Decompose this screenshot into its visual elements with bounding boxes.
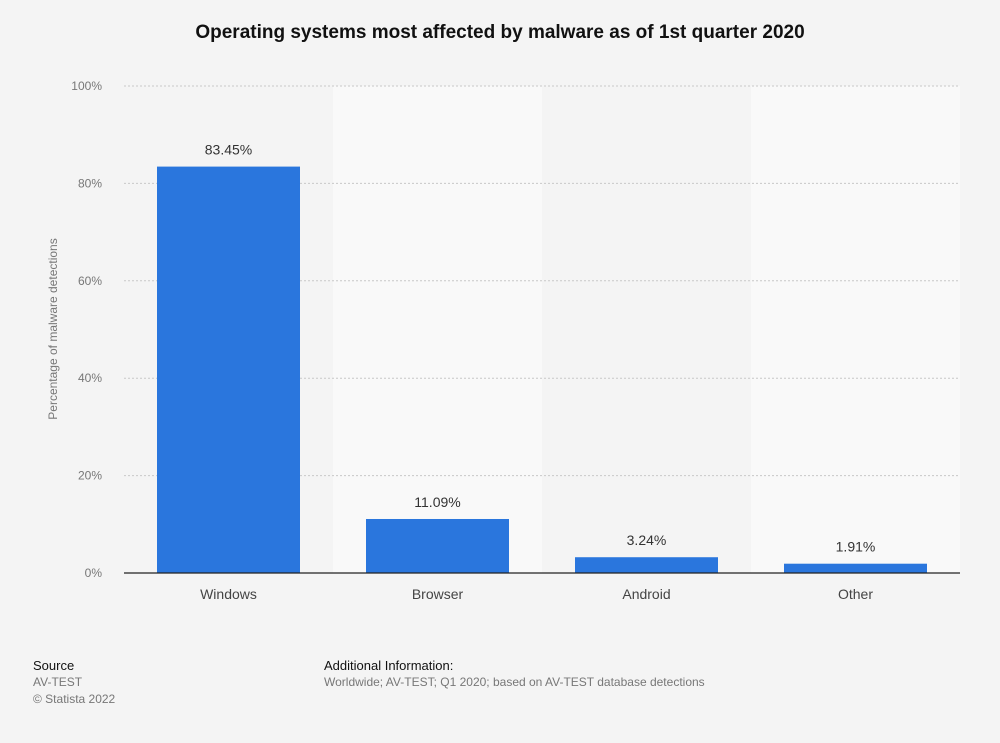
y-axis-label: Percentage of malware detections (46, 238, 60, 419)
bar-other[interactable] (784, 563, 927, 573)
category-band (751, 86, 960, 573)
x-tick-label: Browser (412, 586, 464, 602)
source-name[interactable]: AV-TEST (33, 675, 83, 689)
x-tick-label: Other (838, 586, 873, 602)
source-heading: Source (33, 658, 75, 673)
x-tick-label: Windows (200, 586, 257, 602)
bar-android[interactable] (575, 557, 718, 573)
additional-info-text: Worldwide; AV-TEST; Q1 2020; based on AV… (324, 675, 705, 689)
y-tick-label: 40% (78, 371, 102, 385)
y-tick-label: 0% (85, 566, 103, 580)
data-label: 11.09% (414, 494, 460, 510)
y-tick-label: 60% (78, 274, 102, 288)
data-label: 1.91% (836, 539, 876, 555)
additional-info-heading[interactable]: Additional Information: (324, 658, 454, 673)
y-tick-label: 20% (78, 469, 102, 483)
bar-browser[interactable] (366, 518, 509, 573)
source-block: Source AV-TEST © Statista 2022 (33, 657, 115, 708)
x-tick-label: Android (622, 586, 670, 602)
additional-info-block: Additional Information: Worldwide; AV-TE… (324, 657, 705, 691)
chart-title: Operating systems most affected by malwa… (195, 22, 805, 43)
data-label: 3.24% (627, 532, 667, 548)
bar-chart: 83.45% 11.09% 3.24% 1.91% 0% 20% 40% 60% 80% 100… (46, 79, 960, 602)
copyright-text: © Statista 2022 (33, 692, 116, 706)
y-tick-label: 100% (71, 79, 102, 93)
category-band (333, 86, 542, 573)
y-tick-label: 80% (78, 176, 102, 190)
data-label: 83.45% (205, 142, 252, 158)
bar-windows[interactable] (157, 166, 300, 573)
